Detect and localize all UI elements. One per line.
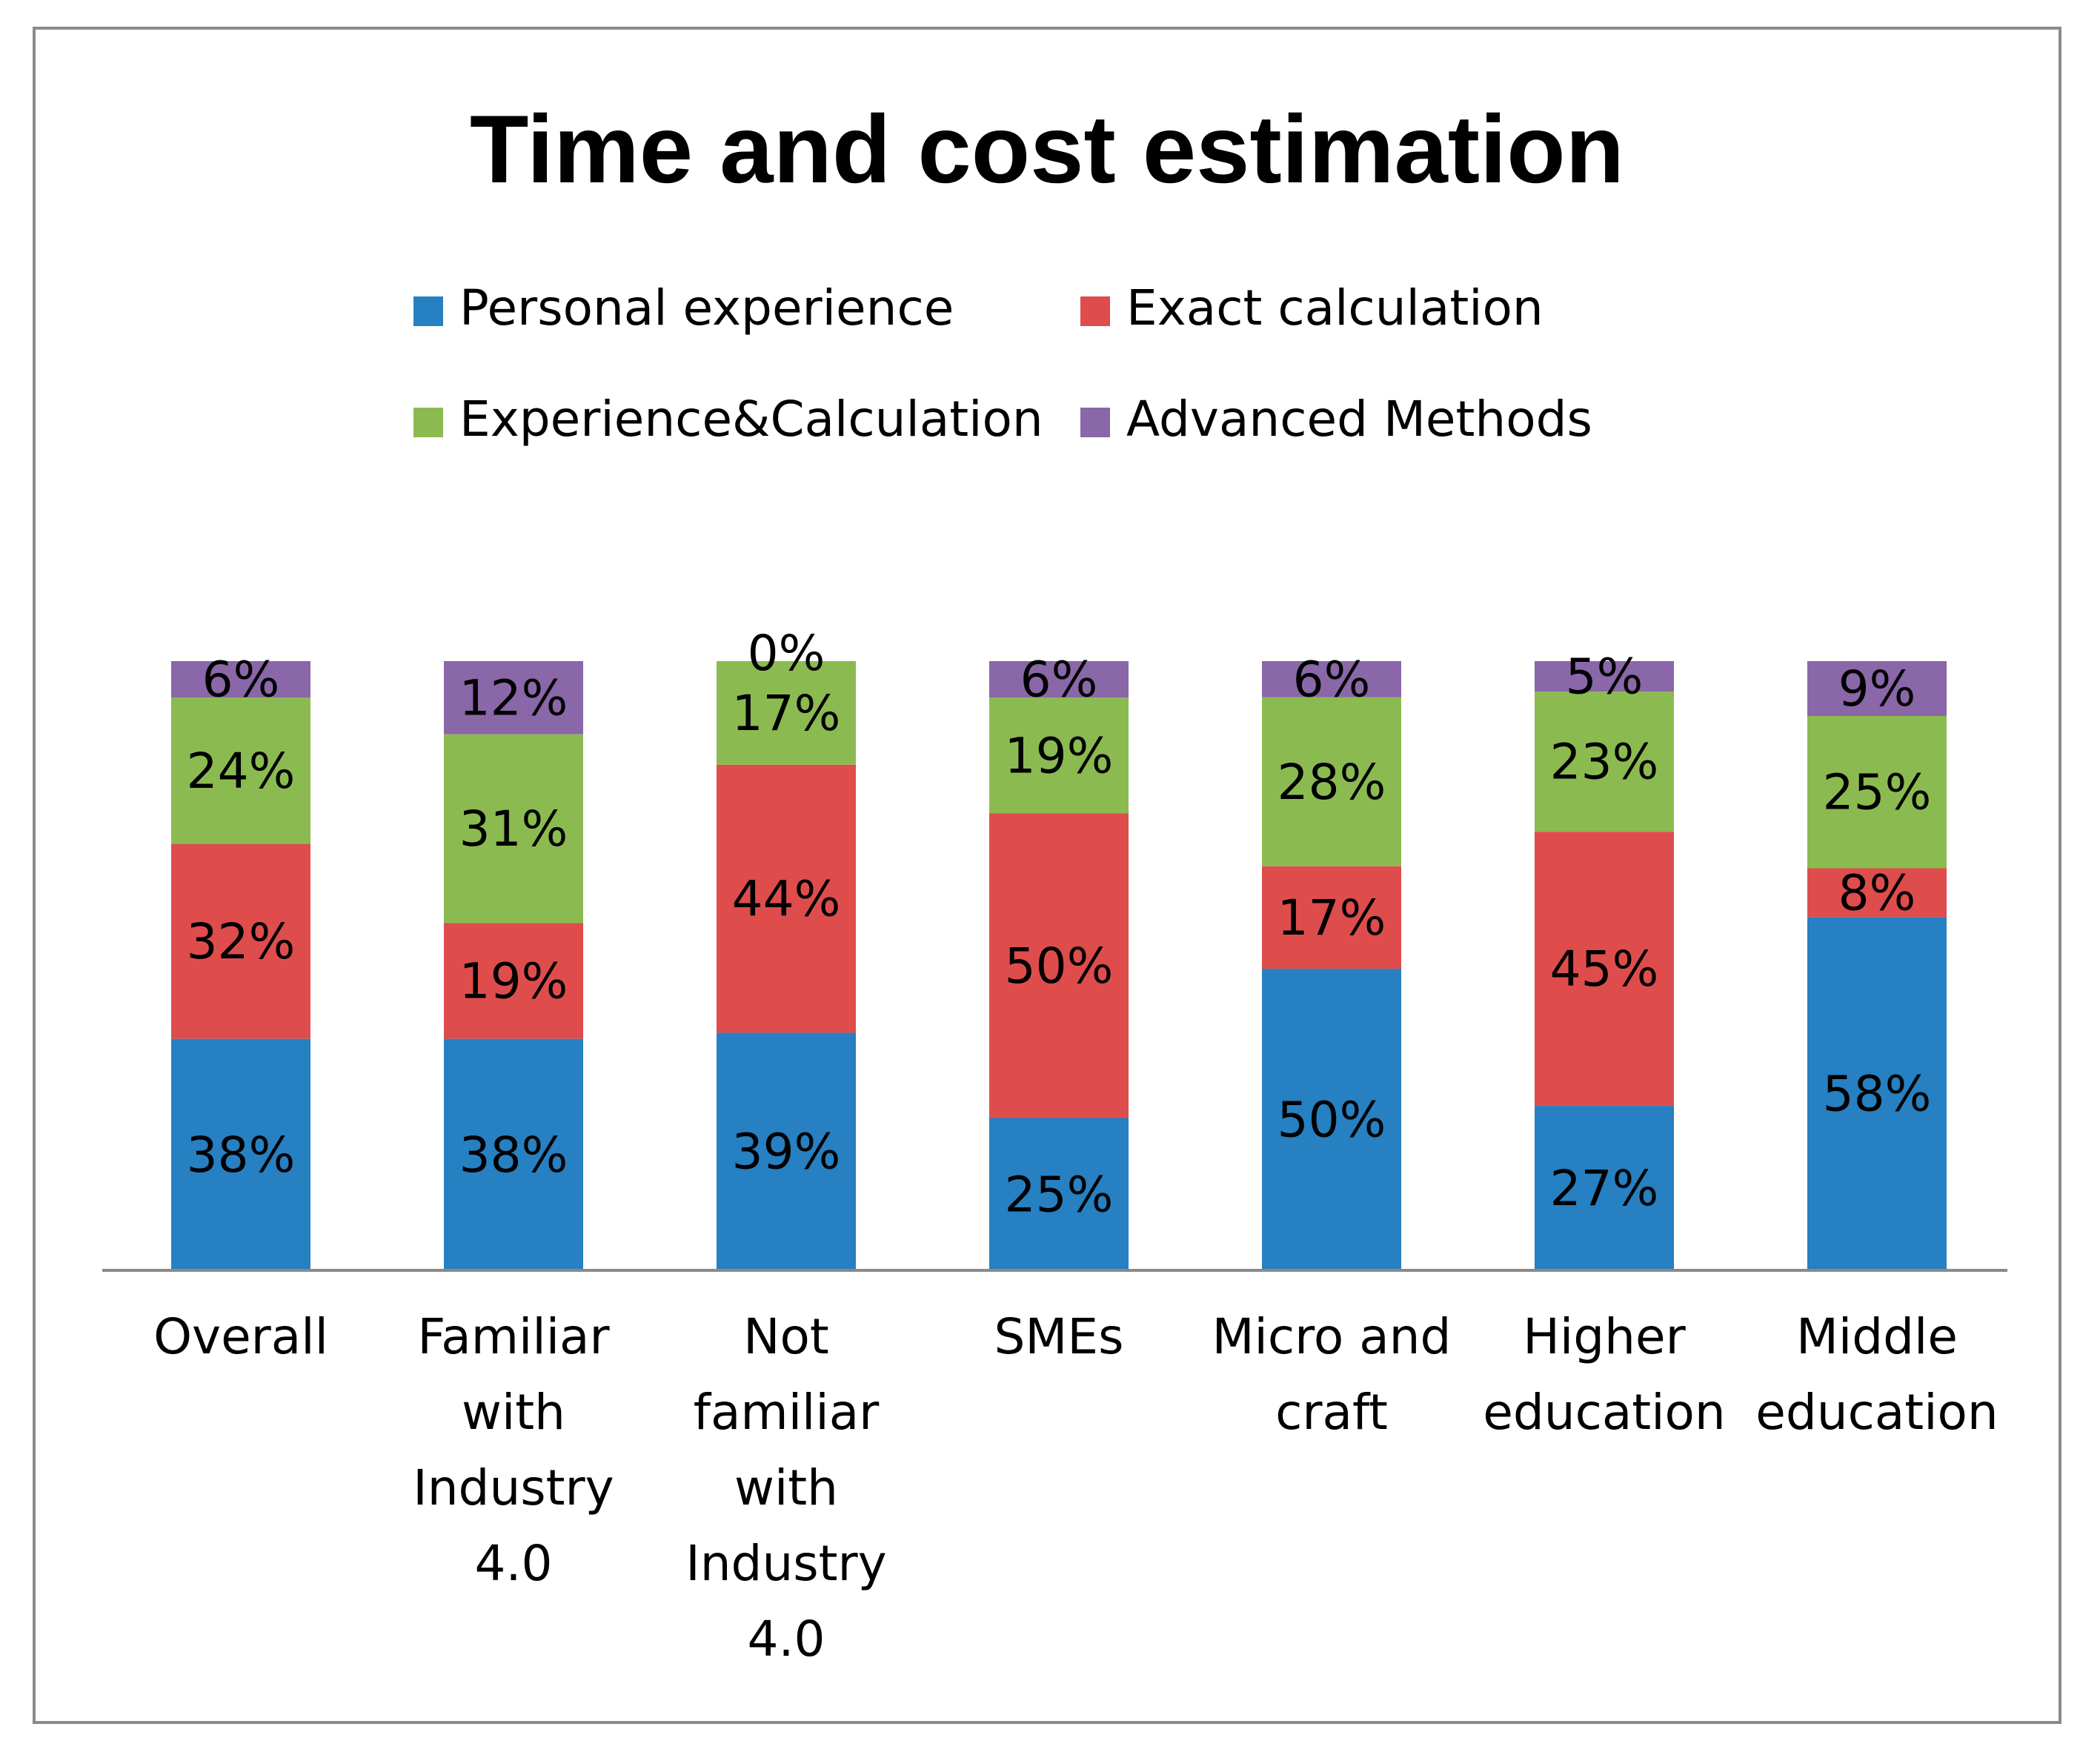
legend-swatch-experience-calculation [413,408,443,437]
data-label-experience-calculation-4: 19% [1005,727,1114,784]
bar-personal-experience-7 [1807,917,1947,1270]
chart-title: Time and cost estimation [470,95,1624,203]
bar-experience-calculation-2 [444,734,583,923]
category-label-7: Middle education [1755,1308,1998,1441]
bar-exact-calculation-5 [1262,866,1401,969]
data-label-experience-calculation-1: 24% [187,743,296,800]
data-label-experience-calculation-2: 31% [459,800,568,858]
data-label-advanced-methods-6: 5% [1566,649,1644,706]
data-label-exact-calculation-7: 8% [1838,864,1916,921]
data-label-exact-calculation-1: 32% [187,913,296,970]
bar-personal-experience-4 [989,1118,1129,1270]
legend-swatch-exact-calculation [1080,296,1110,326]
category-label-2: Familiar with Industry 4.0 [413,1308,614,1592]
legend: Personal experience Exact calculation Expe… [413,279,1592,448]
legend-label-advanced-methods: Advanced Methods [1126,391,1592,448]
data-label-advanced-methods-1: 6% [202,651,280,709]
bar-advanced-methods-1 [171,661,310,698]
data-label-exact-calculation-3: 44% [732,871,841,928]
legend-swatch-advanced-methods [1080,408,1110,437]
data-label-personal-experience-4: 25% [1005,1166,1114,1223]
legend-label-experience-calculation: Experience&Calculation [459,391,1043,448]
data-label-advanced-methods-4: 6% [1020,651,1098,709]
data-label-personal-experience-5: 50% [1277,1092,1386,1149]
data-label-personal-experience-1: 38% [187,1127,296,1184]
bar-exact-calculation-4 [989,813,1129,1118]
bar-experience-calculation-6 [1535,692,1674,832]
data-label-exact-calculation-4: 50% [1005,938,1114,995]
bar-experience-calculation-7 [1807,715,1947,869]
bar-experience-calculation-5 [1262,697,1401,866]
legend-label-exact-calculation: Exact calculation [1126,279,1544,336]
data-label-personal-experience-7: 58% [1823,1066,1932,1123]
bar-advanced-methods-4 [989,661,1129,698]
bar-exact-calculation-2 [444,923,583,1039]
data-label-advanced-methods-2: 12% [459,669,568,726]
data-label-experience-calculation-6: 23% [1550,734,1659,791]
bar-personal-experience-5 [1262,969,1401,1270]
bar-exact-calculation-6 [1535,832,1674,1107]
category-label-5: Micro and craft [1212,1308,1452,1441]
bar-exact-calculation-3 [717,764,856,1033]
data-label-exact-calculation-5: 17% [1277,889,1386,946]
category-labels: Overall Familiar with Industry 4.0 Not familia… [153,1308,1998,1668]
bar-personal-experience-2 [444,1038,583,1270]
legend-label-personal-experience: Personal experience [459,279,954,336]
category-label-3: Not familiar with Industry 4.0 [685,1308,886,1668]
plot-area: 38%32%24%6%38%19%31%12%39%44%17%0%25%50%… [171,625,1947,1270]
category-label-4: SMEs [994,1308,1124,1365]
bar-advanced-methods-7 [1807,661,1947,716]
bar-exact-calculation-1 [171,843,310,1039]
data-label-personal-experience-3: 39% [732,1124,841,1181]
bar-advanced-methods-2 [444,661,583,734]
chart-frame: Time and cost estimation Personal experi… [33,27,2061,1724]
bar-exact-calculation-7 [1807,868,1947,918]
bar-advanced-methods-6 [1535,661,1674,692]
data-label-experience-calculation-5: 28% [1277,754,1386,811]
bar-advanced-methods-5 [1262,661,1401,697]
data-label-advanced-methods-7: 9% [1838,660,1916,717]
stacked-bar-chart: Time and cost estimation Personal experi… [102,95,2007,1668]
data-label-advanced-methods-3: 0% [748,625,825,682]
data-label-exact-calculation-2: 19% [459,953,568,1010]
bar-experience-calculation-1 [171,697,310,844]
category-label-1: Overall [153,1308,328,1365]
bar-personal-experience-1 [171,1038,310,1270]
data-label-exact-calculation-6: 45% [1550,941,1659,998]
data-label-advanced-methods-5: 6% [1293,651,1371,708]
data-label-personal-experience-2: 38% [459,1127,568,1184]
data-label-experience-calculation-7: 25% [1823,764,1932,821]
legend-swatch-personal-experience [413,296,443,326]
bar-experience-calculation-3 [717,661,856,765]
bar-personal-experience-6 [1535,1106,1674,1270]
data-label-personal-experience-6: 27% [1550,1160,1659,1217]
bar-personal-experience-3 [717,1032,856,1270]
bar-experience-calculation-4 [989,697,1129,814]
data-label-experience-calculation-3: 17% [732,685,841,742]
category-label-6: Higher education [1483,1308,1726,1441]
